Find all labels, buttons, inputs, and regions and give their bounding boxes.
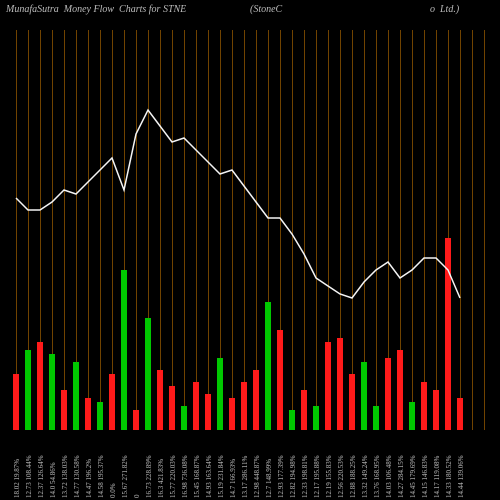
- x-axis-label: 16.98 736.08%: [181, 455, 189, 498]
- x-axis-label: 14.58 195.37%: [97, 455, 105, 498]
- x-axis-label: 12.88 188.25%: [349, 455, 357, 498]
- x-axis-label: 12.73 108.44%: [25, 455, 33, 498]
- x-axis-label: 15.67 271.82%: [121, 455, 129, 498]
- x-axis-label: 12.33 198.81%: [301, 455, 309, 498]
- x-axis-label: 13.76 168.95%: [373, 455, 381, 498]
- line-series: [10, 30, 490, 430]
- x-axis-label: 0.0%: [109, 483, 117, 498]
- line-polyline: [16, 110, 460, 298]
- x-axis-label: 12.93 177.39%: [277, 455, 285, 498]
- x-axis-label: 0: [133, 495, 141, 499]
- x-axis-label: 14.77 130.58%: [73, 455, 81, 498]
- x-axis-label: 14.44 139.06%: [457, 455, 465, 498]
- x-axis-label: 12.82 194.98%: [289, 455, 297, 498]
- x-axis-label: 16.73 228.89%: [145, 455, 153, 498]
- x-axis-label: 13.32 149.24%: [361, 455, 369, 498]
- x-axis-label: 12.37 126.64%: [37, 455, 45, 498]
- x-axis-label: 12.56 220.53%: [337, 455, 345, 498]
- x-axis-label: 14.15 146.83%: [421, 455, 429, 498]
- money-flow-chart: MunafaSutra Money Flow Charts for STNE (S…: [0, 0, 500, 500]
- x-axis-label: 14.47 196.2%: [85, 459, 93, 498]
- x-axis-label: 12.7 148.99%: [265, 459, 273, 498]
- plot-area: [10, 30, 490, 430]
- x-axis-label: 13.17 286.11%: [241, 456, 249, 498]
- x-axis-label: 14.7 166.93%: [229, 459, 237, 498]
- x-axis-label: 16.3 421.83%: [157, 459, 165, 498]
- x-axis-label: 15.77 220.03%: [169, 455, 177, 498]
- chart-title-segment: o Ltd.): [430, 4, 459, 15]
- x-axis-label: 12.17 195.88%: [313, 455, 321, 498]
- chart-title-segment: (StoneC: [250, 4, 282, 15]
- x-axis-label: 18.02 19.87%: [13, 459, 21, 498]
- x-axis-label: 12.19 155.83%: [325, 455, 333, 498]
- x-axis-label: 14.03 106.48%: [385, 455, 393, 498]
- x-axis-label: 15.19 231.84%: [217, 455, 225, 498]
- x-axis-label: 14.0 54.86%: [49, 462, 57, 498]
- x-axis-label: 13.72 138.03%: [61, 455, 69, 498]
- x-axis-label: 15.45 168.87%: [193, 455, 201, 498]
- x-axis-label: 14.33 180.52%: [445, 455, 453, 498]
- x-axis-label: 12.98 448.87%: [253, 455, 261, 498]
- x-axis-label: 14.45 179.69%: [409, 455, 417, 498]
- chart-title-segment: MunafaSutra Money Flow Charts for STNE: [6, 4, 186, 15]
- x-axis-label: 14.93 163.64%: [205, 455, 213, 498]
- x-axis-label: 14.17 119.08%: [433, 456, 441, 498]
- x-axis-label: 14.27 284.15%: [397, 455, 405, 498]
